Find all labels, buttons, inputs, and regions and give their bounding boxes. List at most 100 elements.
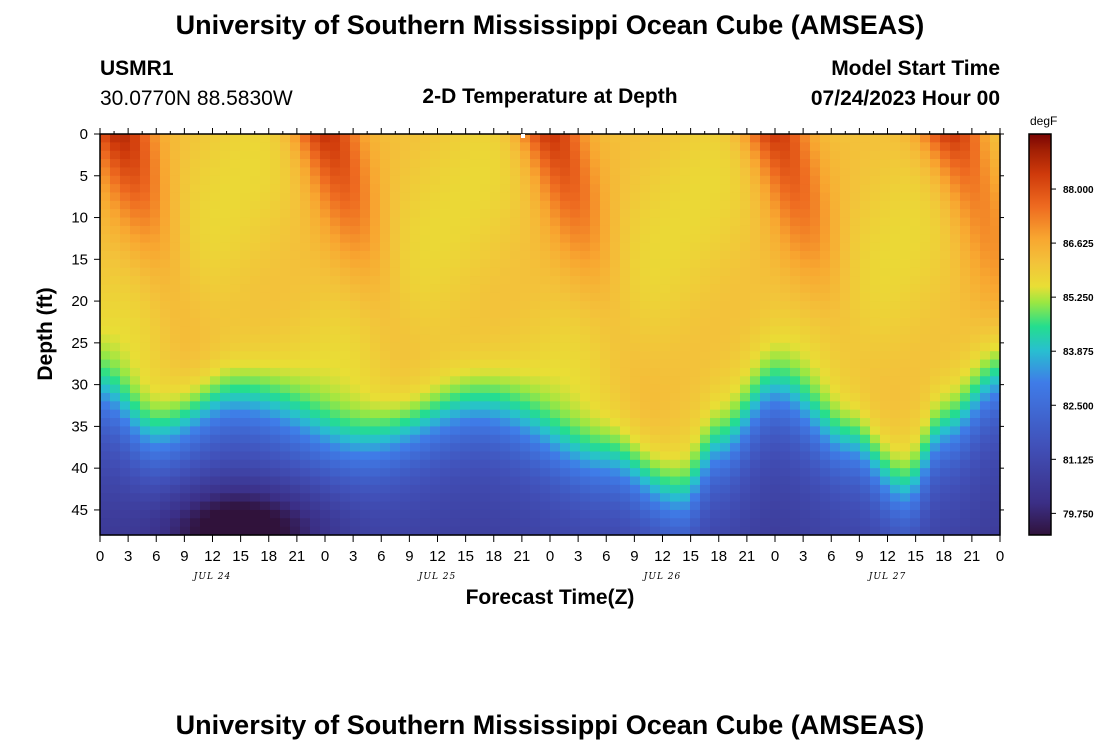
heatmap-cell xyxy=(450,401,461,411)
heatmap-cell xyxy=(980,301,991,311)
heatmap-cell xyxy=(550,493,561,503)
heatmap-cell xyxy=(440,509,451,519)
heatmap-cell xyxy=(360,401,371,411)
heatmap-cell xyxy=(390,234,401,244)
heatmap-cell xyxy=(250,351,261,361)
heatmap-cell xyxy=(490,267,501,277)
heatmap-cell xyxy=(970,509,981,519)
heatmap-cell xyxy=(260,459,271,469)
heatmap-cell xyxy=(830,476,841,486)
heatmap-cell xyxy=(990,509,1001,519)
heatmap-cell xyxy=(280,409,291,419)
heatmap-cell xyxy=(910,367,921,377)
heatmap-cell xyxy=(300,267,311,277)
heatmap-cell xyxy=(570,217,581,227)
heatmap-cell xyxy=(160,493,171,503)
heatmap-cell xyxy=(820,476,831,486)
heatmap-cell xyxy=(260,209,271,219)
heatmap-cell xyxy=(860,418,871,427)
heatmap-cell xyxy=(520,159,531,169)
heatmap-cell xyxy=(370,142,381,152)
heatmap-cell xyxy=(420,134,431,143)
heatmap-cell xyxy=(720,476,731,486)
heatmap-cell xyxy=(480,476,491,486)
heatmap-cell xyxy=(660,451,671,461)
heatmap-cell xyxy=(100,242,111,252)
heatmap-cell xyxy=(400,342,411,352)
heatmap-cell xyxy=(590,167,601,177)
heatmap-cell xyxy=(550,484,561,494)
heatmap-cell xyxy=(770,217,781,227)
heatmap-cell xyxy=(580,434,591,444)
heatmap-cell xyxy=(510,184,521,194)
heatmap-cell xyxy=(250,426,261,436)
heatmap-cell xyxy=(150,501,161,511)
heatmap-cell xyxy=(810,509,821,519)
heatmap-cell xyxy=(680,150,691,160)
heatmap-cell xyxy=(740,392,751,402)
heatmap-cell xyxy=(210,401,221,411)
heatmap-cell xyxy=(990,267,1001,277)
heatmap-cell xyxy=(570,334,581,344)
heatmap-cell xyxy=(710,484,721,494)
heatmap-cell xyxy=(770,301,781,311)
heatmap-cell xyxy=(110,192,121,202)
heatmap-cell xyxy=(520,259,531,269)
heatmap-cell xyxy=(990,175,1001,185)
heatmap-cell xyxy=(780,334,791,344)
heatmap-cell xyxy=(830,526,841,536)
heatmap-cell xyxy=(900,209,911,219)
heatmap-cell xyxy=(700,250,711,260)
heatmap-cell xyxy=(740,451,751,461)
heatmap-cell xyxy=(710,184,721,194)
heatmap-cell xyxy=(220,142,231,152)
heatmap-cell xyxy=(690,167,701,177)
heatmap-cell xyxy=(120,384,131,394)
heatmap-cell xyxy=(700,150,711,160)
heatmap-cell xyxy=(230,493,241,503)
heatmap-cell xyxy=(940,225,951,235)
heatmap-cell xyxy=(820,217,831,227)
heatmap-cell xyxy=(730,443,741,453)
heatmap-cell xyxy=(480,134,491,143)
heatmap-cell xyxy=(620,426,631,436)
heatmap-cell xyxy=(570,459,581,469)
heatmap-cell xyxy=(580,367,591,377)
heatmap-cell xyxy=(710,234,721,244)
heatmap-cell xyxy=(230,209,241,219)
colorbar-tick-label: 86.625 xyxy=(1063,239,1094,250)
heatmap-cell xyxy=(730,409,741,419)
heatmap-cell xyxy=(950,276,961,285)
heatmap-cell xyxy=(170,484,181,494)
heatmap-cell xyxy=(800,342,811,352)
surface-marker xyxy=(521,134,525,138)
heatmap-cell xyxy=(950,526,961,536)
heatmap-cell xyxy=(360,459,371,469)
heatmap-cell xyxy=(400,192,411,202)
heatmap-cell xyxy=(580,267,591,277)
heatmap-cell xyxy=(740,184,751,194)
heatmap-cell xyxy=(690,200,701,210)
heatmap-cell xyxy=(800,509,811,519)
heatmap-cell xyxy=(700,409,711,419)
heatmap-cell xyxy=(440,276,451,285)
heatmap-cell xyxy=(760,292,771,302)
heatmap-cell xyxy=(480,459,491,469)
heatmap-cell xyxy=(320,317,331,327)
heatmap-cell xyxy=(630,351,641,361)
heatmap-cell xyxy=(980,217,991,227)
heatmap-cell xyxy=(620,518,631,528)
heatmap-cell xyxy=(700,426,711,436)
heatmap-cell xyxy=(160,209,171,219)
heatmap-cell xyxy=(280,476,291,486)
heatmap-cell xyxy=(300,134,311,143)
heatmap-cell xyxy=(990,334,1001,344)
heatmap-cell xyxy=(760,351,771,361)
heatmap-cell xyxy=(380,526,391,536)
heatmap-cell xyxy=(760,301,771,311)
heatmap-cell xyxy=(450,468,461,478)
heatmap-cell xyxy=(570,401,581,411)
heatmap-cell xyxy=(290,284,301,294)
heatmap-cell xyxy=(760,259,771,269)
heatmap-cell xyxy=(370,200,381,210)
